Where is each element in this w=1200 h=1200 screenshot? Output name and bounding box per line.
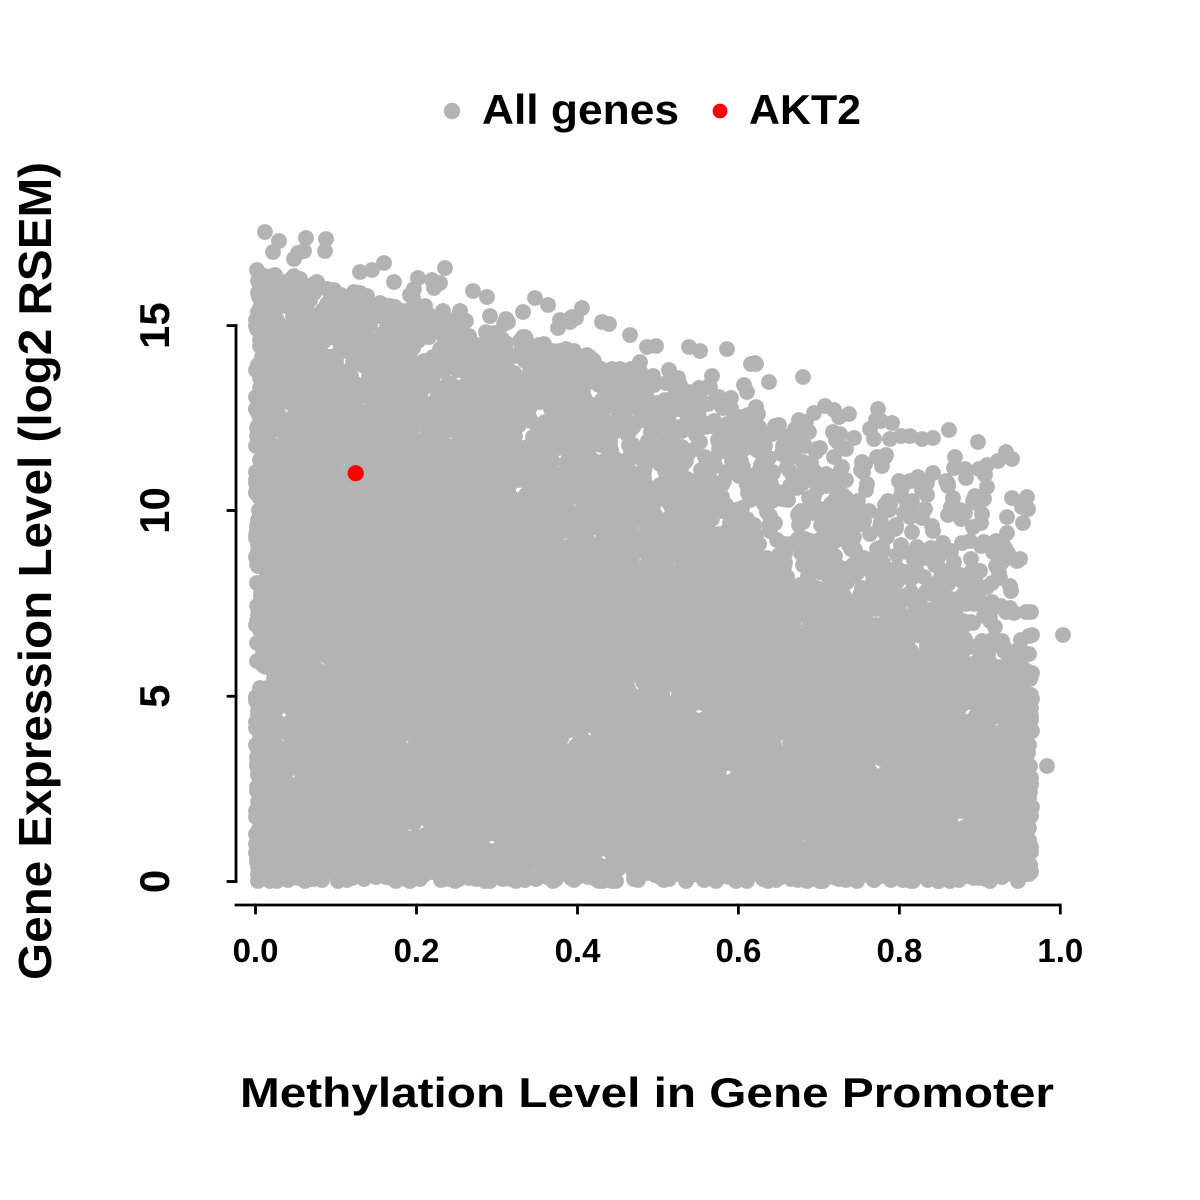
svg-text:All genes: All genes: [482, 86, 679, 133]
svg-text:AKT2: AKT2: [749, 86, 861, 133]
